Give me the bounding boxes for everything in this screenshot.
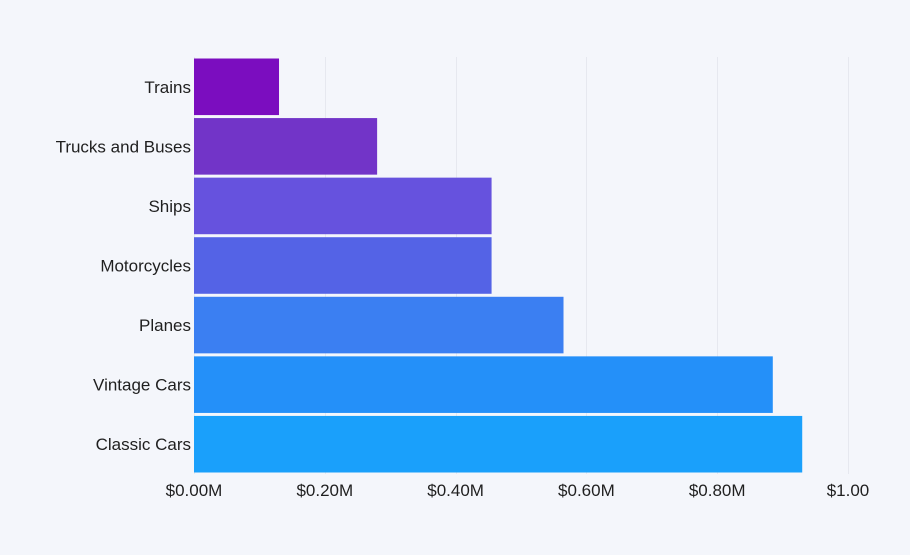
bar-trains[interactable]	[194, 58, 280, 116]
x-tick-label-1: $0.20M	[296, 481, 353, 500]
category-label-trains: Trains	[144, 78, 191, 97]
x-tick-label-5: $1.00	[827, 481, 870, 500]
x-tick-label-0: $0.00M	[166, 481, 223, 500]
bar-motorcycles[interactable]	[194, 237, 492, 294]
bar-planes[interactable]	[194, 296, 564, 354]
bar-ships[interactable]	[194, 177, 492, 235]
bar-classic-cars[interactable]	[194, 415, 803, 473]
category-label-vintage-cars: Vintage Cars	[93, 376, 191, 395]
category-label-classic-cars: Classic Cars	[96, 435, 191, 454]
category-label-motorcycles: Motorcycles	[100, 257, 191, 276]
category-label-trucks-and-buses: Trucks and Buses	[56, 137, 191, 156]
x-tick-label-4: $0.80M	[689, 481, 746, 500]
bar-trucks-and-buses[interactable]	[194, 118, 378, 175]
category-label-planes: Planes	[139, 316, 191, 335]
x-tick-label-3: $0.60M	[558, 481, 615, 500]
bars	[194, 58, 803, 473]
category-label-ships: Ships	[148, 197, 191, 216]
x-axis-tick-labels: $0.00M $0.20M $0.40M $0.60M $0.80M $1.00	[166, 481, 870, 500]
category-labels: Trains Trucks and Buses Ships Motorcycles Pl…	[56, 78, 191, 454]
bar-vintage-cars[interactable]	[194, 356, 773, 413]
x-tick-label-2: $0.40M	[427, 481, 484, 500]
